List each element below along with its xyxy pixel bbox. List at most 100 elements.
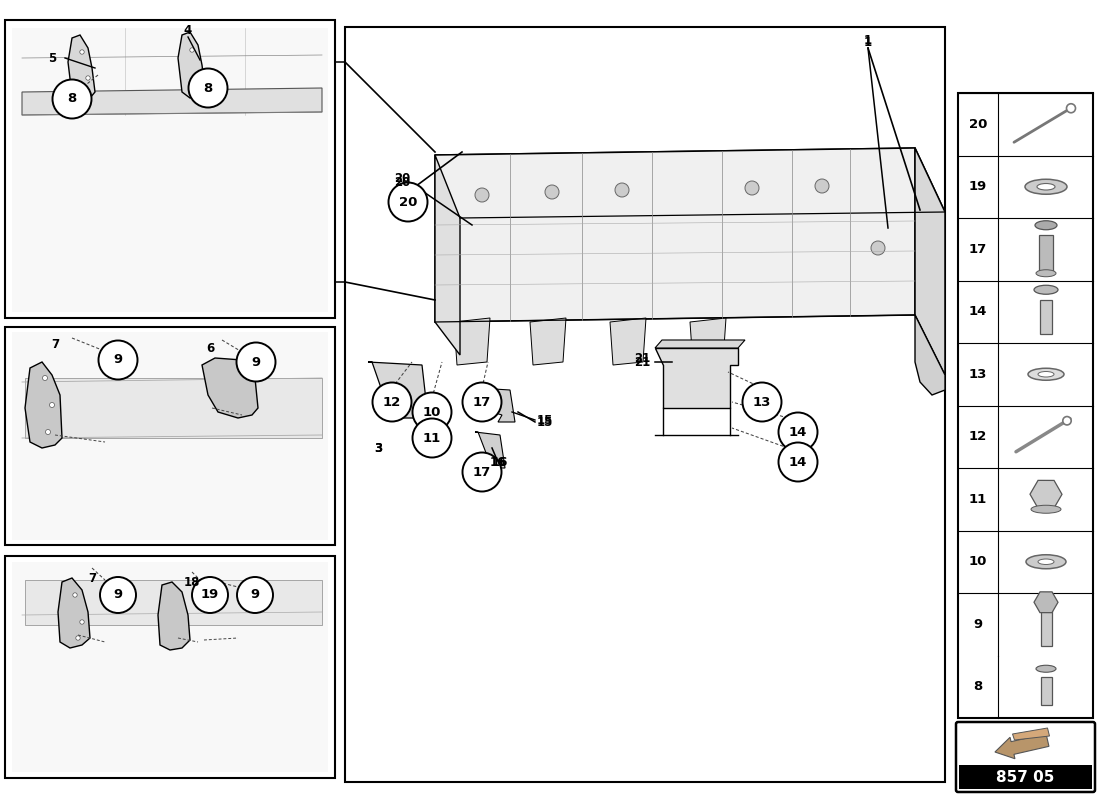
Circle shape (86, 76, 90, 80)
Circle shape (80, 50, 85, 54)
Text: 15: 15 (537, 415, 553, 429)
FancyBboxPatch shape (6, 327, 336, 545)
Text: 13: 13 (752, 395, 771, 409)
Text: 8: 8 (204, 82, 212, 94)
Circle shape (742, 382, 781, 422)
FancyBboxPatch shape (958, 93, 1093, 718)
Text: 7: 7 (88, 571, 96, 585)
Text: 17: 17 (969, 242, 987, 256)
Text: 10: 10 (969, 555, 987, 568)
FancyBboxPatch shape (956, 722, 1094, 792)
Text: 7: 7 (51, 338, 59, 351)
Polygon shape (25, 378, 322, 438)
Text: 21: 21 (634, 355, 650, 369)
Ellipse shape (1031, 506, 1062, 514)
FancyBboxPatch shape (6, 20, 336, 318)
Text: 9: 9 (113, 589, 122, 602)
Ellipse shape (1028, 368, 1064, 380)
Text: 17: 17 (473, 395, 491, 409)
Polygon shape (68, 35, 95, 100)
Text: 8: 8 (974, 680, 982, 694)
Circle shape (99, 341, 138, 379)
Polygon shape (12, 562, 328, 772)
Circle shape (100, 577, 136, 613)
Polygon shape (202, 358, 258, 418)
Polygon shape (915, 148, 945, 375)
Polygon shape (178, 32, 205, 98)
Circle shape (76, 636, 80, 640)
Ellipse shape (1034, 286, 1058, 294)
Polygon shape (530, 318, 566, 365)
Text: 1: 1 (864, 34, 872, 46)
FancyBboxPatch shape (6, 556, 336, 778)
Text: 857 05: 857 05 (997, 770, 1055, 785)
Text: 13: 13 (969, 368, 987, 381)
Text: 10: 10 (422, 406, 441, 418)
Circle shape (871, 241, 886, 255)
Circle shape (192, 90, 197, 94)
Text: 19: 19 (201, 589, 219, 602)
Text: 14: 14 (969, 306, 987, 318)
FancyBboxPatch shape (1041, 610, 1052, 646)
Circle shape (192, 577, 228, 613)
Text: 6: 6 (206, 342, 214, 354)
Ellipse shape (1037, 183, 1055, 190)
Text: 20: 20 (394, 175, 410, 189)
Circle shape (1067, 104, 1076, 113)
Circle shape (388, 182, 428, 222)
Text: 15: 15 (537, 414, 553, 426)
Text: 19: 19 (969, 180, 987, 194)
Text: 20: 20 (399, 195, 417, 209)
Circle shape (73, 593, 77, 597)
Polygon shape (654, 348, 738, 408)
Circle shape (462, 453, 502, 491)
Ellipse shape (1026, 554, 1066, 569)
Polygon shape (475, 432, 505, 468)
Text: 9: 9 (251, 589, 260, 602)
Circle shape (53, 79, 91, 118)
Text: 20: 20 (969, 118, 987, 130)
Polygon shape (434, 148, 915, 322)
Text: 12: 12 (383, 395, 402, 409)
FancyBboxPatch shape (959, 765, 1092, 789)
Ellipse shape (1035, 221, 1057, 230)
Text: 9: 9 (974, 618, 982, 630)
Text: 8: 8 (67, 93, 77, 106)
Circle shape (188, 69, 228, 107)
Ellipse shape (1036, 270, 1056, 277)
Circle shape (779, 413, 817, 451)
Circle shape (80, 620, 85, 624)
Text: 21: 21 (634, 351, 650, 365)
Text: 17: 17 (473, 466, 491, 478)
FancyBboxPatch shape (345, 27, 945, 782)
Polygon shape (434, 148, 945, 218)
Text: 18: 18 (184, 575, 200, 589)
Circle shape (236, 342, 275, 382)
Circle shape (475, 188, 490, 202)
Polygon shape (434, 155, 460, 355)
Circle shape (236, 577, 273, 613)
Polygon shape (58, 578, 90, 648)
Circle shape (412, 418, 451, 458)
Text: 16: 16 (490, 455, 506, 469)
Circle shape (462, 382, 502, 422)
FancyBboxPatch shape (1040, 235, 1053, 274)
FancyBboxPatch shape (1041, 677, 1052, 705)
Polygon shape (478, 388, 515, 422)
Text: 3: 3 (374, 442, 382, 454)
Text: 20: 20 (394, 171, 410, 185)
Circle shape (50, 402, 55, 407)
FancyBboxPatch shape (1040, 300, 1052, 334)
Text: 16: 16 (492, 455, 508, 469)
Circle shape (745, 181, 759, 195)
Polygon shape (25, 362, 62, 448)
Circle shape (190, 48, 195, 52)
Polygon shape (1012, 728, 1049, 740)
Text: 9: 9 (113, 354, 122, 366)
Polygon shape (368, 362, 428, 418)
Polygon shape (454, 318, 490, 365)
Polygon shape (25, 580, 322, 625)
Polygon shape (12, 332, 328, 540)
Polygon shape (158, 582, 190, 650)
Text: 11: 11 (422, 431, 441, 445)
